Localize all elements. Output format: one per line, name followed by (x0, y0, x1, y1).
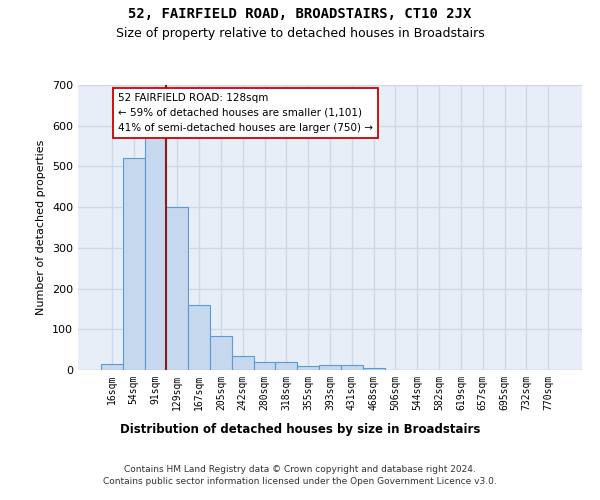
Text: Contains HM Land Registry data © Crown copyright and database right 2024.: Contains HM Land Registry data © Crown c… (124, 465, 476, 474)
Bar (254, 362, 275, 370)
Bar (232, 356, 254, 370)
Y-axis label: Number of detached properties: Number of detached properties (37, 140, 46, 315)
Bar (166, 207, 188, 370)
Text: 52 FAIRFIELD ROAD: 128sqm
← 59% of detached houses are smaller (1,101)
41% of se: 52 FAIRFIELD ROAD: 128sqm ← 59% of detac… (118, 93, 373, 132)
Bar (297, 366, 319, 370)
Bar (319, 364, 341, 370)
Text: Size of property relative to detached houses in Broadstairs: Size of property relative to detached ho… (116, 28, 484, 40)
Text: 52, FAIRFIELD ROAD, BROADSTAIRS, CT10 2JX: 52, FAIRFIELD ROAD, BROADSTAIRS, CT10 2J… (128, 8, 472, 22)
Text: Contains public sector information licensed under the Open Government Licence v3: Contains public sector information licen… (103, 478, 497, 486)
Text: Distribution of detached houses by size in Broadstairs: Distribution of detached houses by size … (120, 422, 480, 436)
Bar (363, 368, 385, 370)
Bar (123, 158, 145, 370)
Bar (275, 362, 297, 370)
Bar (210, 336, 232, 370)
Bar (341, 364, 363, 370)
Bar (145, 132, 166, 370)
Bar (188, 305, 210, 370)
Bar (101, 364, 123, 370)
